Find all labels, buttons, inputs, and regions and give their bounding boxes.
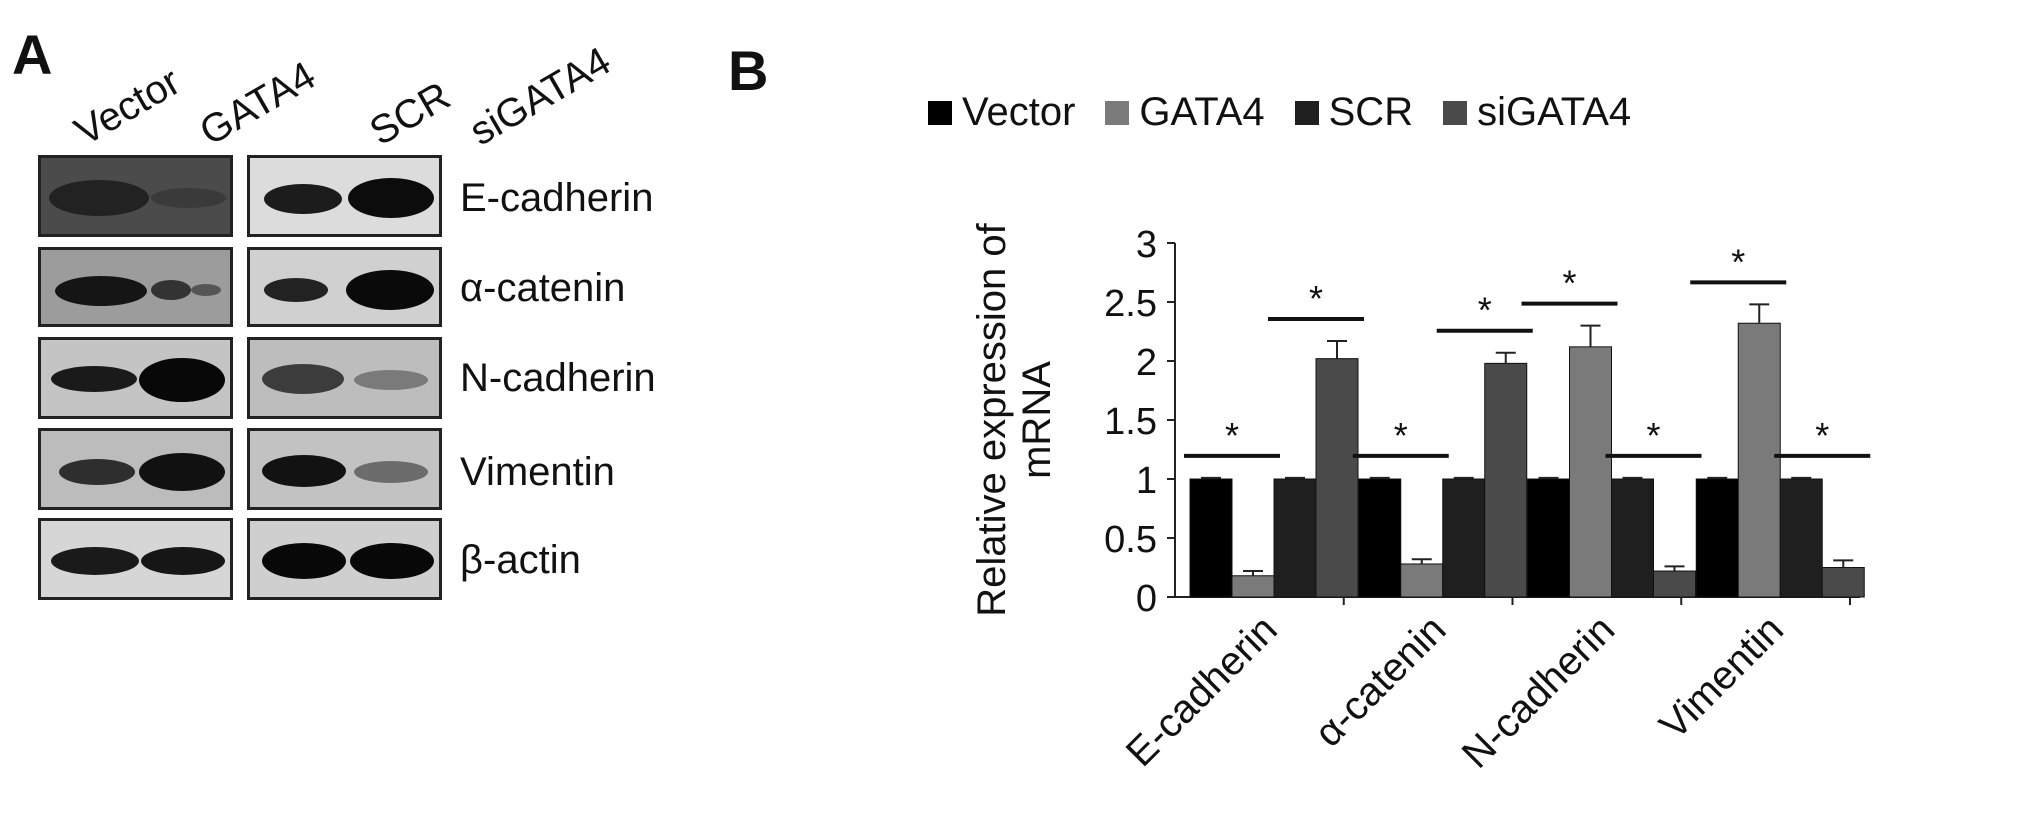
x-category-label: N-cadherin <box>1454 607 1623 776</box>
band <box>262 455 346 487</box>
legend-item-vector: Vector <box>928 90 1075 135</box>
legend-label: siGATA4 <box>1477 90 1632 134</box>
blot-acatenin-right <box>247 247 442 327</box>
legend-item-sigata4: siGATA4 <box>1443 90 1631 135</box>
protein-label-bactin: β-actin <box>460 538 581 582</box>
band <box>264 184 342 214</box>
blot-vimentin-right <box>247 428 442 510</box>
y-tick-label: 2 <box>1136 342 1157 384</box>
bar <box>1569 346 1612 598</box>
bar <box>1653 570 1696 598</box>
band <box>51 547 139 575</box>
protein-label-ncadherin: N-cadherin <box>460 356 656 400</box>
panel-a-label: A <box>12 23 53 86</box>
band <box>59 459 135 485</box>
significance-star: * <box>1225 415 1239 456</box>
y-tick-label: 1.5 <box>1104 401 1157 443</box>
band <box>139 453 225 491</box>
band <box>51 366 137 392</box>
band <box>262 364 344 394</box>
bar <box>1737 322 1781 598</box>
band <box>141 547 225 575</box>
band <box>354 461 428 483</box>
bar <box>1821 567 1865 598</box>
legend-swatch <box>1105 100 1130 125</box>
panel-b-label: B <box>728 39 769 102</box>
legend-label: Vector <box>962 90 1076 134</box>
y-tick-label: 1 <box>1136 460 1157 502</box>
band <box>348 178 434 218</box>
legend-label: SCR <box>1328 90 1414 134</box>
significance-star: * <box>1815 415 1829 456</box>
x-category-label: Vimentin <box>1651 607 1792 748</box>
y-tick-label: 2.5 <box>1104 283 1157 325</box>
blot-ecadherin-left <box>38 155 233 237</box>
blot-bactin-right <box>247 518 442 600</box>
legend-swatch <box>1294 100 1319 125</box>
legend-label: GATA4 <box>1139 90 1265 134</box>
blot-vimentin-left <box>38 428 233 510</box>
blot-ncadherin-right <box>247 337 442 419</box>
blot-bactin-left <box>38 518 233 600</box>
band <box>55 276 147 306</box>
significance-star: * <box>1731 241 1745 282</box>
protein-label-vimentin: Vimentin <box>460 450 615 494</box>
band <box>49 180 149 216</box>
chart-legend: Vector GATA4 SCR siGATA4 <box>928 90 1631 135</box>
bar <box>1527 478 1570 598</box>
blot-ncadherin-left <box>38 337 233 419</box>
band <box>262 543 346 579</box>
y-tick-label: 0.5 <box>1104 519 1157 561</box>
x-category-label: α-catenin <box>1306 607 1454 755</box>
legend-swatch <box>928 100 952 125</box>
x-category-label: E-cadherin <box>1118 607 1286 775</box>
bar <box>1484 362 1528 598</box>
significance-star: * <box>1646 415 1660 456</box>
protein-label-ecadherin: E-cadherin <box>460 176 654 220</box>
band <box>139 358 225 402</box>
significance-star: * <box>1309 278 1323 319</box>
bar <box>1315 358 1359 598</box>
band <box>354 370 428 390</box>
y-axis-label: Relative expression of <box>970 222 1014 616</box>
bar <box>1695 478 1739 598</box>
band <box>191 284 221 296</box>
bar <box>1400 563 1444 598</box>
band <box>151 188 226 208</box>
legend-item-gata4: GATA4 <box>1105 90 1265 135</box>
significance-star: * <box>1394 415 1408 456</box>
y-tick-label: 3 <box>1136 224 1157 266</box>
y-axis-label: mRNA <box>1015 361 1059 479</box>
significance-star: * <box>1562 263 1576 304</box>
bar <box>1358 478 1402 598</box>
protein-label-acatenin: α-catenin <box>460 266 626 310</box>
legend-swatch <box>1443 100 1468 125</box>
bar <box>1611 478 1654 598</box>
band <box>151 280 191 300</box>
significance-star: * <box>1478 290 1492 331</box>
blot-acatenin-left <box>38 247 233 327</box>
bar <box>1779 478 1823 598</box>
bar <box>1273 478 1317 598</box>
blot-ecadherin-right <box>247 155 442 237</box>
band <box>350 543 434 579</box>
band <box>346 270 434 310</box>
bar <box>1231 575 1275 598</box>
band <box>264 278 328 302</box>
legend-item-scr: SCR <box>1294 90 1414 135</box>
bar <box>1189 478 1233 598</box>
y-tick-label: 0 <box>1136 578 1157 620</box>
bar <box>1442 478 1486 598</box>
